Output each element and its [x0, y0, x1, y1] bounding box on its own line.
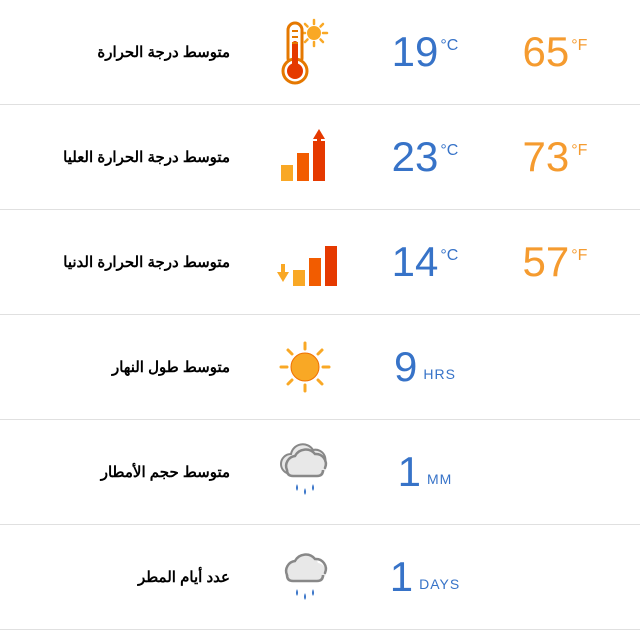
unit-fahrenheit: °F — [571, 37, 587, 55]
unit-mm: MM — [427, 471, 452, 493]
value-days-num: 1 — [390, 556, 413, 598]
unit-celsius: °C — [440, 247, 458, 265]
value-fahrenheit-num: 65 — [523, 31, 570, 73]
label-avg-high: متوسط درجة الحرارة العليا — [20, 148, 250, 166]
rain-cloud-icon — [250, 545, 360, 609]
row-avg-temp: متوسط درجة الحرارة — [0, 0, 640, 105]
thermometer-sun-icon — [250, 17, 360, 87]
value-celsius: 23 °C — [360, 136, 490, 178]
unit-days: DAYS — [419, 576, 460, 598]
label-daylight: متوسط طول النهار — [20, 358, 250, 376]
value-fahrenheit-num: 73 — [523, 136, 570, 178]
sun-icon — [250, 335, 360, 399]
value-hours-num: 9 — [394, 346, 417, 388]
row-rain-days: عدد أيام المطر 1 DAYS — [0, 525, 640, 630]
rain-cloud-icon — [250, 440, 360, 504]
row-daylight: متوسط طول النهار 9 HRS — [0, 315, 640, 420]
value-mm: 1 MM — [360, 451, 490, 493]
unit-fahrenheit: °F — [571, 142, 587, 160]
label-avg-low: متوسط درجة الحرارة الدنيا — [20, 253, 250, 271]
value-celsius: 19 °C — [360, 31, 490, 73]
row-rain-volume: متوسط حجم الأمطار 1 MM — [0, 420, 640, 525]
row-avg-high: متوسط درجة الحرارة العليا 23 °C 73 °F — [0, 105, 640, 210]
value-celsius-num: 14 — [392, 241, 439, 283]
bars-down-icon — [250, 230, 360, 294]
unit-fahrenheit: °F — [571, 247, 587, 265]
value-fahrenheit-num: 57 — [523, 241, 570, 283]
value-hours: 9 HRS — [360, 346, 490, 388]
label-rain-volume: متوسط حجم الأمطار — [20, 463, 250, 481]
unit-celsius: °C — [440, 142, 458, 160]
bars-up-icon — [250, 125, 360, 189]
value-mm-num: 1 — [398, 451, 421, 493]
value-celsius-num: 23 — [392, 136, 439, 178]
unit-hours: HRS — [423, 366, 456, 388]
value-fahrenheit: 57 °F — [490, 241, 620, 283]
row-avg-low: متوسط درجة الحرارة الدنيا 14 °C 57 °F — [0, 210, 640, 315]
value-days: 1 DAYS — [360, 556, 490, 598]
value-fahrenheit: 73 °F — [490, 136, 620, 178]
value-celsius: 14 °C — [360, 241, 490, 283]
unit-celsius: °C — [440, 37, 458, 55]
value-fahrenheit: 65 °F — [490, 31, 620, 73]
value-celsius-num: 19 — [392, 31, 439, 73]
label-avg-temp: متوسط درجة الحرارة — [20, 43, 250, 61]
label-rain-days: عدد أيام المطر — [20, 568, 250, 586]
